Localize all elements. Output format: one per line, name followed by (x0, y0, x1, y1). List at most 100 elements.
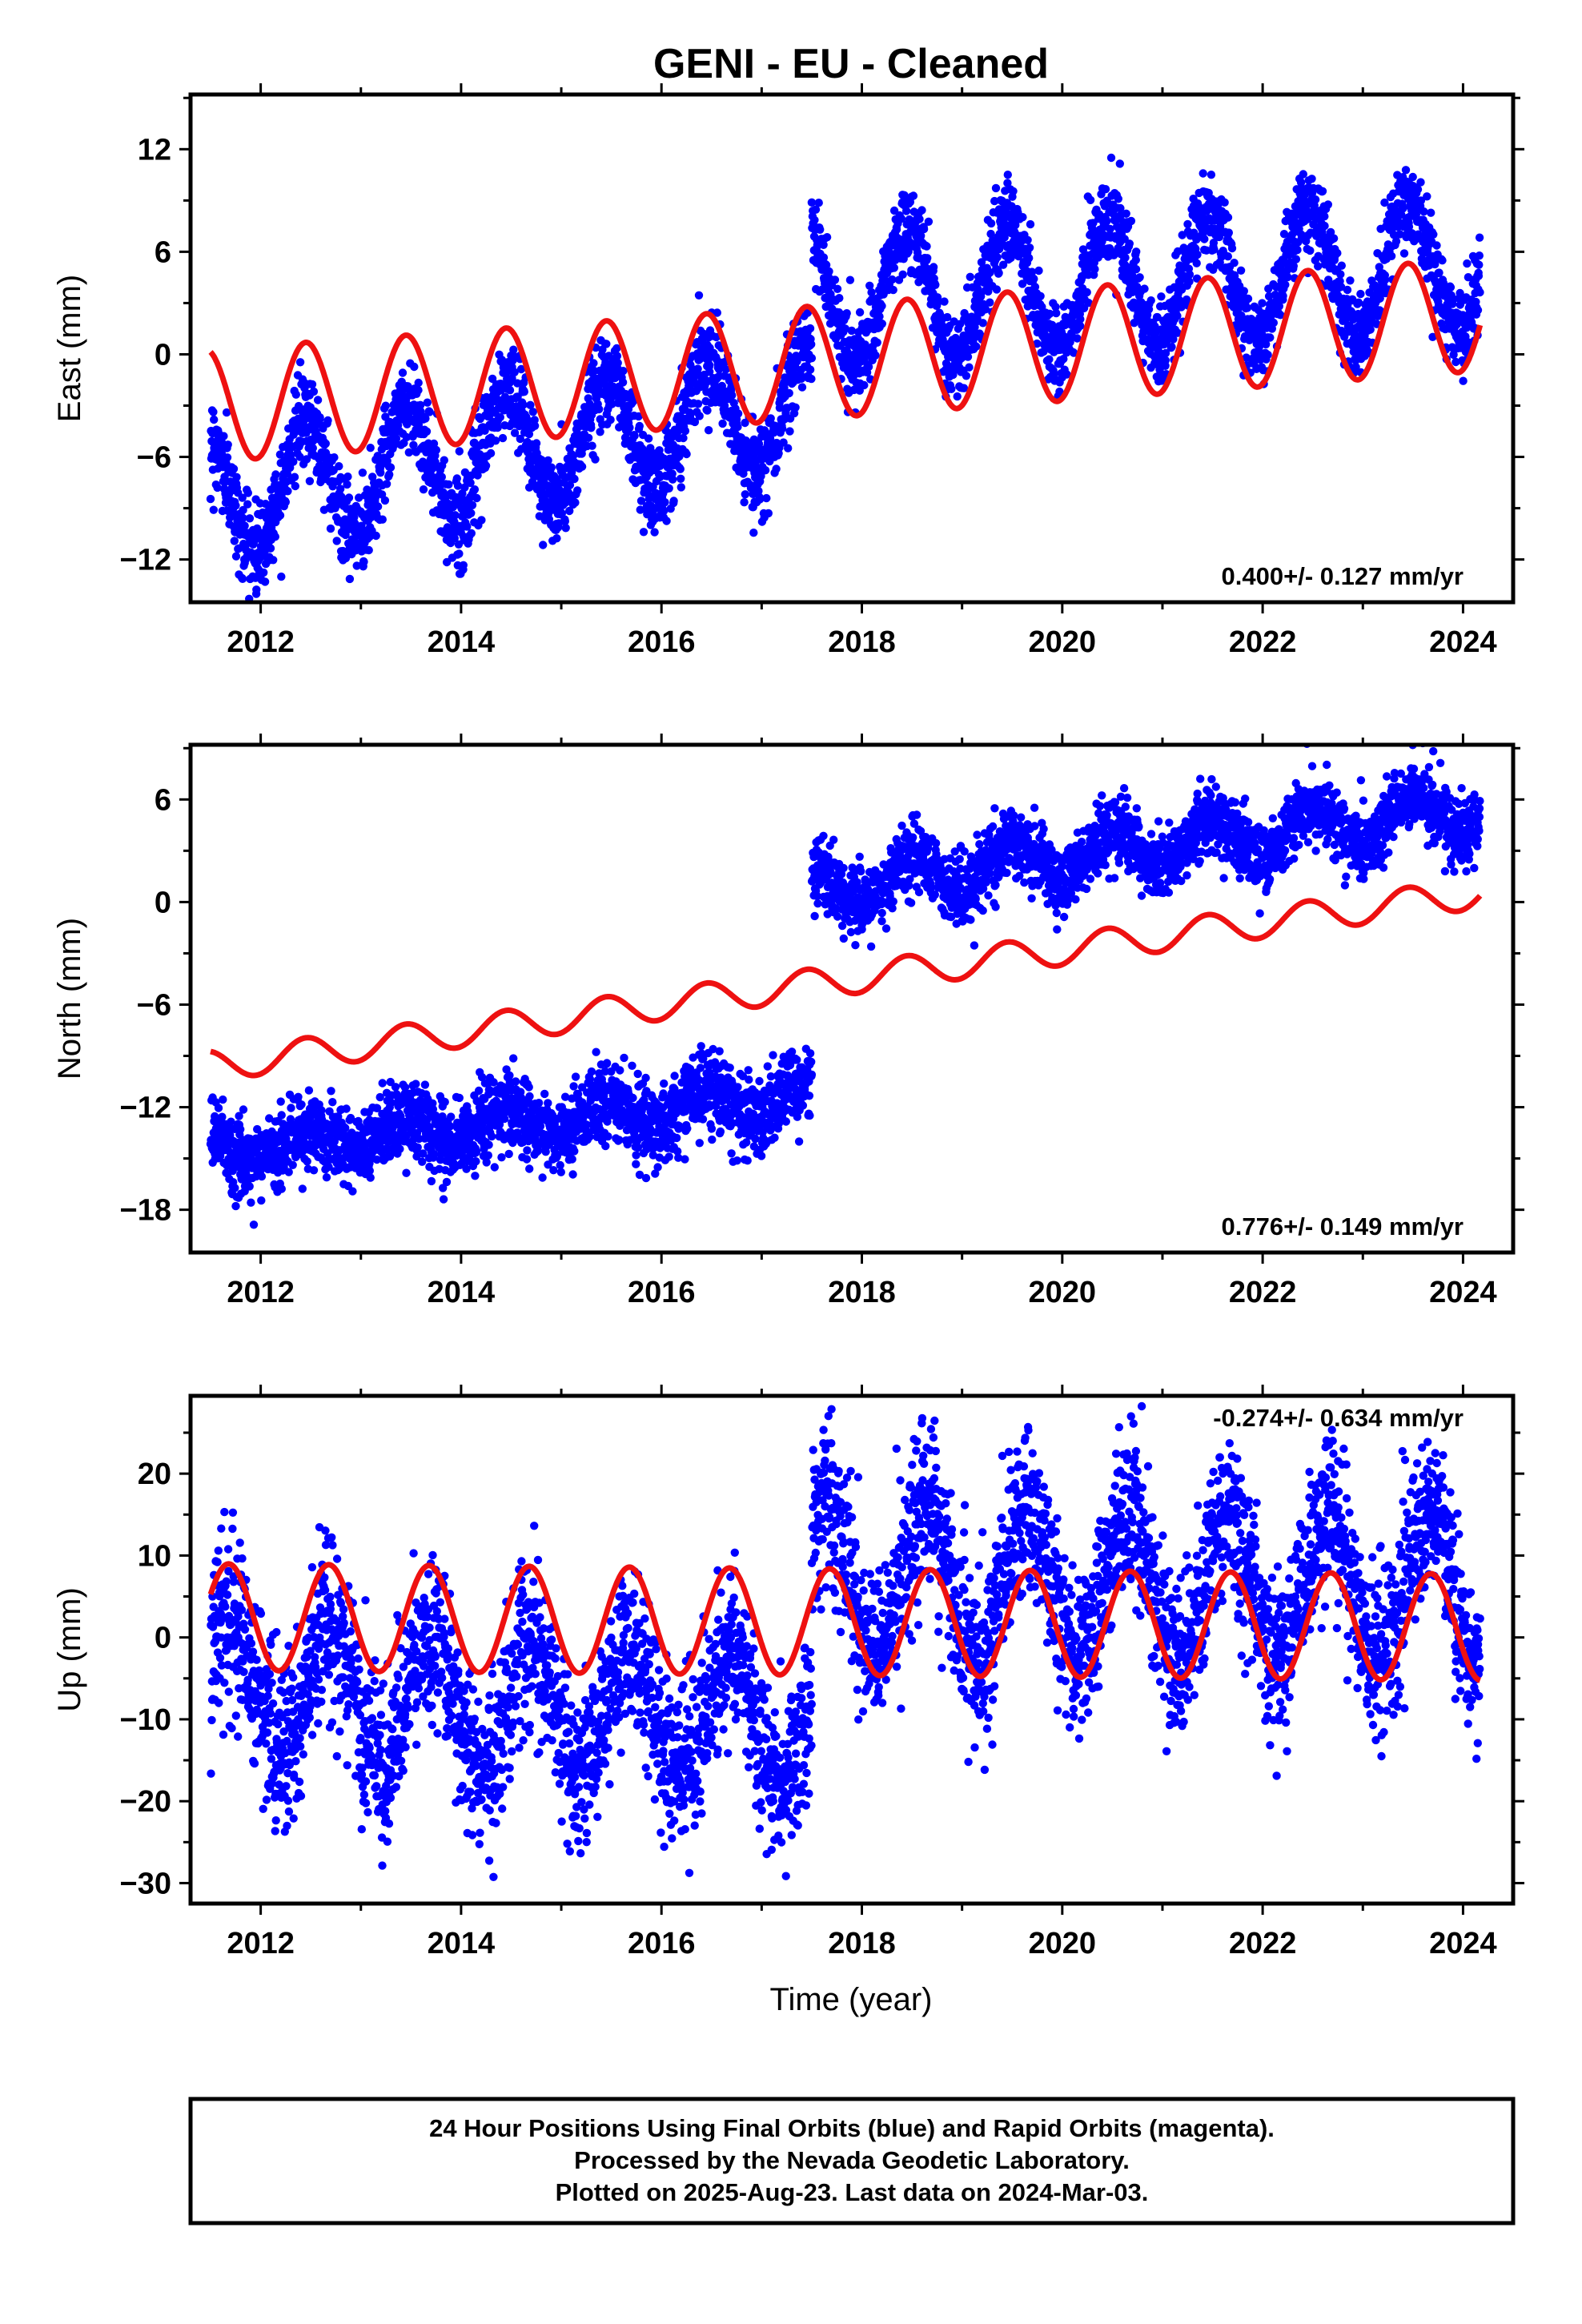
east-point-2420 (919, 224, 929, 234)
east-point-2723 (1009, 187, 1018, 195)
east-point-108 (238, 574, 247, 583)
north-point-327 (303, 1157, 311, 1166)
east-point-1050 (516, 434, 524, 444)
east-point-1399 (618, 378, 628, 387)
east-point-1965 (785, 427, 794, 436)
east-point-302 (295, 452, 304, 461)
east-point-435 (335, 462, 343, 471)
east-point-3518 (1243, 304, 1252, 312)
east-point-883 (467, 509, 476, 517)
east-point-3968 (1375, 294, 1384, 303)
east-point-487 (350, 513, 359, 521)
east-point-3639 (1279, 292, 1287, 300)
east-point-1217 (565, 506, 574, 516)
east-point-765 (432, 445, 441, 455)
east-point-57 (223, 453, 232, 462)
north-point-82 (231, 1184, 239, 1192)
east-point-629 (391, 434, 401, 443)
east-point-3983 (1380, 198, 1389, 207)
east-point-236 (275, 511, 285, 520)
east-point-1461 (636, 497, 646, 505)
east-point-1305 (591, 455, 600, 464)
east-point-3773 (1318, 187, 1327, 195)
east-point-711 (416, 400, 425, 409)
east-point-212 (269, 556, 278, 565)
east-point-3779 (1320, 212, 1329, 221)
east-point-1882 (761, 466, 770, 475)
east-point-542 (366, 444, 375, 452)
east-point-1064 (520, 388, 528, 396)
east-point-1486 (644, 434, 653, 443)
east-point-1863 (755, 495, 765, 504)
east-point-870 (463, 522, 472, 531)
east-point-3836 (1336, 283, 1346, 292)
east-point-419 (330, 453, 339, 462)
east-point-4056 (1401, 166, 1411, 175)
east-point-469 (344, 493, 354, 502)
east-ytick-label-3: 6 (155, 235, 171, 269)
east-point-3823 (1333, 248, 1342, 258)
east-point-2430 (922, 242, 931, 251)
east-point-1127 (539, 541, 548, 549)
north-point-146 (249, 1220, 259, 1229)
east-point-239 (277, 572, 286, 581)
east-point-1099 (530, 416, 539, 424)
east-point-304 (295, 358, 305, 367)
east-point-126 (243, 489, 252, 497)
east-point-371 (315, 415, 324, 424)
east-point-1547 (662, 517, 671, 525)
east-point-4147 (1428, 332, 1437, 341)
east-point-3139 (1131, 255, 1141, 264)
east-point-3282 (1173, 247, 1182, 256)
east-point-2961 (1078, 245, 1088, 254)
north-point-475 (346, 1113, 355, 1123)
east-point-390 (321, 439, 330, 448)
east-point-2755 (1018, 213, 1027, 222)
north-point-456 (341, 1124, 350, 1132)
east-point-705 (414, 378, 423, 388)
east-point-4250 (1459, 376, 1468, 385)
east-point-78 (229, 464, 239, 473)
east-point-1260 (577, 462, 587, 471)
east-point-4239 (1456, 288, 1464, 298)
east-point-1748 (721, 365, 730, 374)
east-point-2629 (981, 305, 990, 314)
east-point-2804 (1033, 339, 1042, 348)
north-point-238 (276, 1097, 285, 1106)
east-point-1100 (530, 421, 540, 430)
east-point-1379 (612, 352, 622, 360)
east-point-9 (209, 408, 218, 416)
east-point-235 (275, 450, 285, 459)
east-point-1299 (589, 359, 598, 368)
east-point-2098 (825, 267, 833, 276)
east-point-2644 (986, 298, 994, 307)
east-point-2431 (923, 254, 932, 263)
east-point-2669 (993, 253, 1002, 262)
east-point-2040 (807, 198, 817, 207)
east-point-3080 (1114, 195, 1123, 203)
east-xtick-label-5: 2022 (1229, 625, 1297, 659)
chart-title: GENI - EU - Cleaned (653, 41, 1049, 87)
east-point-2513 (947, 384, 956, 393)
north-point-27 (214, 1104, 223, 1112)
east-point-1506 (650, 528, 659, 537)
east-point-2262 (873, 338, 881, 347)
east-point-1219 (565, 480, 575, 489)
north-point-240 (277, 1111, 286, 1120)
east-point-3646 (1281, 280, 1290, 289)
east-xtick-label-1: 2014 (428, 625, 496, 659)
east-point-1041 (513, 379, 522, 388)
east-point-4179 (1438, 256, 1447, 265)
east-point-733 (422, 427, 432, 436)
east-point-4208 (1446, 283, 1456, 292)
east-point-345 (307, 380, 317, 389)
east-point-289 (291, 390, 300, 399)
east-point-1788 (733, 422, 742, 432)
east-ytick-label-4: 12 (138, 133, 171, 167)
east-point-463 (343, 480, 351, 489)
east-point-1202 (560, 517, 569, 526)
east-point-591 (380, 496, 390, 505)
east-point-2894 (1059, 355, 1068, 364)
east-point-2436 (924, 217, 934, 226)
east-point-271 (286, 450, 295, 460)
